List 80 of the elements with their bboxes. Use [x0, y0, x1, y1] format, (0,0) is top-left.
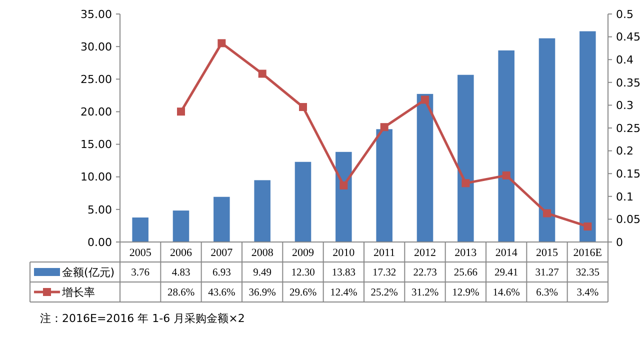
data-label: 12.4% [330, 288, 358, 299]
data-label: 25.66 [454, 268, 478, 279]
data-label: 9.49 [253, 268, 272, 279]
x-tick-label: 2005 [129, 246, 152, 259]
y2-tick-label: 0.25 [616, 122, 640, 135]
bar [416, 94, 434, 242]
y-tick-label: 35.00 [80, 8, 112, 21]
x-tick-label: 2007 [210, 246, 234, 259]
data-label: 3.76 [131, 268, 150, 279]
point [543, 209, 551, 218]
x-tick-label: 2012 [414, 246, 436, 259]
y2-tick-label: 0.05 [616, 213, 640, 226]
y-tick-label: 15.00 [80, 138, 112, 152]
y-tick-label: 5.00 [88, 203, 112, 216]
data-label: 6.93 [212, 268, 231, 279]
data-label: 28.6% [167, 288, 195, 299]
y-tick-label: 30.00 [80, 40, 112, 54]
x-tick-label: 2008 [251, 246, 274, 259]
data-label: 6.3% [536, 288, 558, 299]
bar [336, 152, 352, 242]
bar [458, 74, 474, 242]
y2-tick-label: 0.1 [616, 190, 634, 204]
x-tick-label: 2006 [170, 246, 192, 259]
bar [214, 196, 230, 242]
bar [498, 50, 514, 242]
x-tick-label: 2013 [454, 246, 478, 259]
y2-tick-label: 0.2 [616, 144, 634, 158]
data-label: 32.35 [576, 268, 600, 279]
bar [376, 129, 392, 242]
x-tick-label: 2015 [536, 246, 558, 259]
data-label: 29.6% [289, 288, 317, 299]
y2-tick-label: 0.45 [616, 30, 640, 44]
y2-tick-label: 0.4 [616, 53, 634, 66]
point [380, 123, 388, 132]
bar [294, 162, 312, 242]
data-label: 31.2% [411, 288, 439, 299]
y2-tick-label: 0.5 [616, 8, 634, 21]
y-tick-label: 20.00 [80, 106, 112, 119]
data-label: 22.73 [413, 268, 437, 279]
y-tick-label: 10.00 [80, 170, 112, 184]
x-tick-label: 2014 [495, 246, 518, 259]
data-label: 4.83 [172, 268, 190, 279]
x-tick-label: 2016E [573, 246, 602, 259]
data-label: 43.6% [208, 288, 236, 299]
y2-tick-label: 0.15 [616, 167, 640, 180]
x-tick-label: 2011 [374, 246, 396, 259]
data-label: 29.41 [494, 268, 518, 279]
point [177, 108, 185, 116]
data-label: 3.4% [576, 288, 599, 299]
legend-label: 增长率 [61, 286, 95, 299]
y2-tick-label: 0 [616, 236, 623, 249]
point [258, 70, 266, 78]
data-label: 25.2% [370, 288, 398, 299]
point [462, 179, 470, 188]
point [421, 96, 429, 104]
y2-tick-label: 0.35 [616, 76, 640, 90]
data-label: 36.9% [248, 288, 276, 299]
text: 注：2016E=2016 年 1-6 月采购金额×2 [40, 312, 245, 325]
data-label: 31.27 [535, 268, 559, 279]
bar [172, 210, 190, 242]
data-label: 13.83 [332, 268, 356, 279]
data-label: 17.32 [372, 268, 396, 279]
point [218, 39, 226, 48]
legend-label: 金额(亿元) [62, 266, 115, 279]
data-label: 14.6% [492, 288, 520, 299]
point [584, 222, 592, 230]
x-tick-label: 2010 [332, 246, 356, 259]
point [502, 171, 510, 180]
x-tick-label: 2009 [292, 246, 314, 259]
y-tick-label: 0.00 [88, 236, 112, 249]
point [340, 181, 348, 190]
bar [538, 38, 556, 242]
bar [254, 180, 270, 242]
y-tick-label: 25.00 [80, 72, 112, 86]
data-label: 12.30 [291, 268, 315, 279]
point [299, 103, 307, 112]
bar [132, 218, 148, 242]
y2-tick-label: 0.3 [616, 99, 634, 112]
bar [580, 31, 596, 242]
data-label: 12.9% [452, 288, 480, 299]
